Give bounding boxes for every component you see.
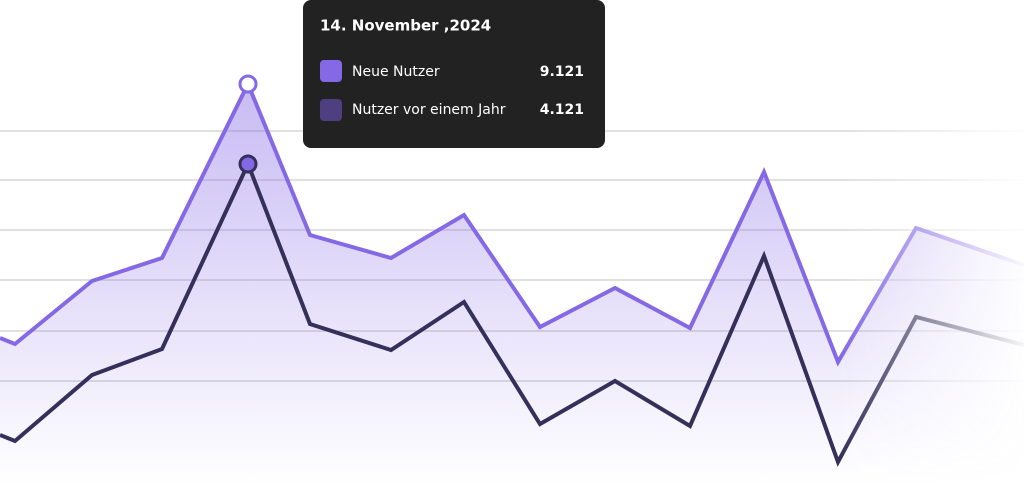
overlay: 14. November ,2024 Neue Nutzer 9.121 Nut…: [238, 0, 605, 174]
tooltip-series-name: Nutzer vor einem Jahr: [352, 102, 506, 118]
tooltip-swatch: [320, 99, 342, 121]
tooltip-value: 4.121: [540, 102, 584, 118]
series-line: [0, 79, 1024, 367]
highlight-point: [238, 154, 258, 174]
tooltip-series-name: Neue Nutzer: [352, 64, 440, 80]
tooltip-swatch: [320, 60, 342, 82]
tooltip-value: 9.121: [540, 64, 584, 80]
highlight-point: [238, 74, 258, 94]
tooltip-title: 14. November ,2024: [320, 17, 491, 35]
series-line: [0, 158, 1024, 467]
tooltip: [303, 0, 605, 148]
